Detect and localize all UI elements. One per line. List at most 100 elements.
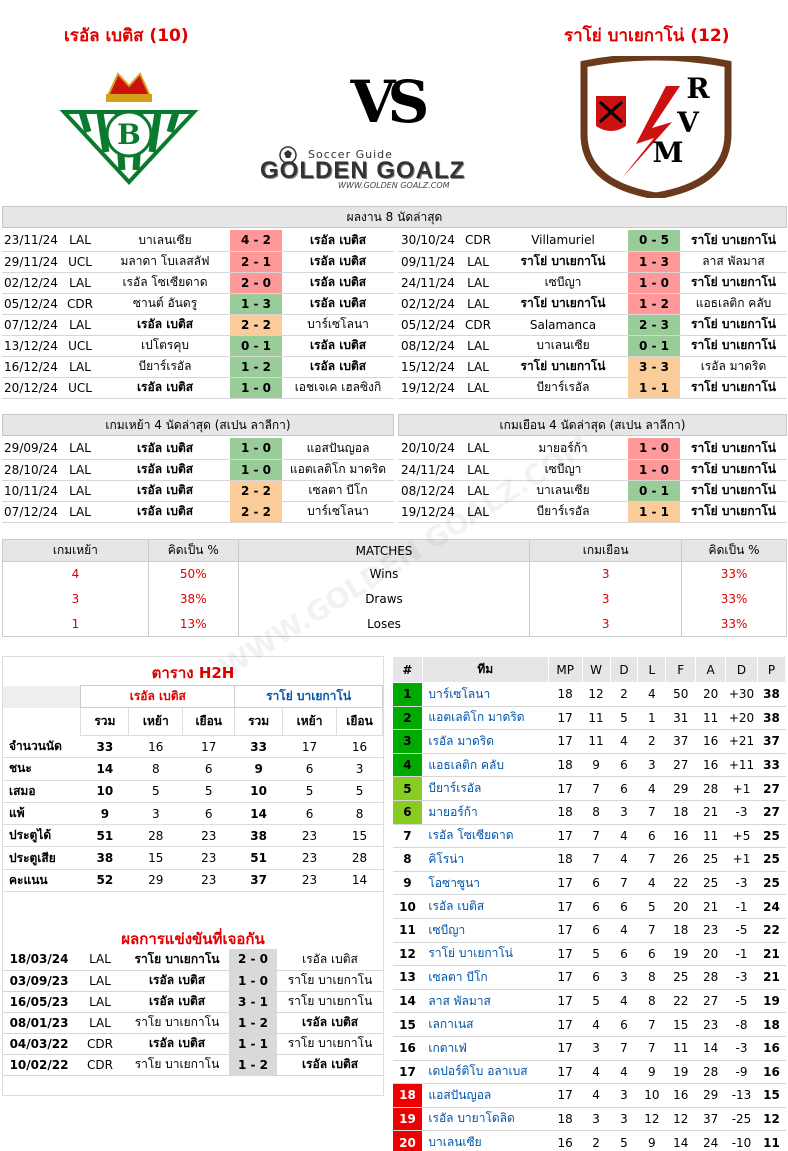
result-row: 02/12/24 LAL เรอัล โซเซียดาด 2 - 0 เรอัล เบต… xyxy=(2,272,394,294)
h2h-value: 33 xyxy=(234,735,283,759)
league-stat: 17 xyxy=(548,894,583,919)
home-team: Villamuriel xyxy=(498,230,628,252)
h2h-value: 8 xyxy=(336,802,383,826)
summary-value: 33% xyxy=(681,586,787,612)
away-team: เรอัล เบติส xyxy=(282,272,394,294)
match-date: 20/10/24 xyxy=(398,438,458,460)
away-team: เอชเจเค เฮลซิงกิ xyxy=(282,377,394,399)
league-position: 1 xyxy=(392,682,423,707)
league-stat: 17 xyxy=(548,1012,583,1037)
result-row: 10/11/24 LAL เรอัล เบติส 2 - 2 เซลตา บีโก xyxy=(2,480,394,502)
league-stat: 10 xyxy=(637,1083,666,1108)
meeting-row: 18/03/24 LAL ราโย บาเยกาโน 2 - 0 เรอัล เบติส xyxy=(3,949,383,971)
league-team[interactable]: แอตเลติโก มาดริด xyxy=(422,706,549,731)
brand-small: Soccer Guide xyxy=(308,148,393,161)
league-team[interactable]: แอสปันญอล xyxy=(422,1083,549,1108)
score: 1 - 2 xyxy=(229,1012,277,1034)
result-row: 07/12/24 LAL เรอัล เบติส 2 - 2 บาร์เซโลนา xyxy=(2,314,394,336)
league-stat: -3 xyxy=(725,965,758,990)
away-team: ราโย บาเยกาโน xyxy=(277,1033,383,1055)
summary-row: 1 13% Loses 3 33% xyxy=(2,611,787,637)
league-stat: +1 xyxy=(725,847,758,872)
league-stat: 17 xyxy=(548,942,583,967)
league-stat: 17 xyxy=(548,729,583,754)
league-position: 10 xyxy=(392,894,423,919)
h2h-subhead: รวม xyxy=(234,707,284,736)
league-team[interactable]: เรอัล โซเซียดาด xyxy=(422,824,549,849)
league-stat: 6 xyxy=(610,942,638,967)
league-row: 8 คิโรน่า 18 7 4 7 26 25 +1 25 xyxy=(392,847,786,872)
league-stat: 21 xyxy=(757,942,786,967)
league-team[interactable]: คิโรน่า xyxy=(422,847,549,872)
league-team[interactable]: เรอัล เบติส xyxy=(422,894,549,919)
away-team: ราโย บาเยกาโน xyxy=(277,970,383,992)
league-team[interactable]: ราโย่ บาเยกาโน่ xyxy=(422,942,549,967)
league-stat: 16 xyxy=(695,729,726,754)
score: 1 - 1 xyxy=(229,1033,277,1055)
h2h-home-name: เรอัล เบติส xyxy=(80,685,236,708)
league-team[interactable]: เรอัล มาดริด xyxy=(422,729,549,754)
league-stat: 9 xyxy=(637,1130,666,1151)
home-team: เรอัล เบติส xyxy=(100,314,230,336)
h2h-label: คะแนน xyxy=(3,869,81,893)
summary-value: 4 xyxy=(2,561,149,587)
league-team[interactable]: บียาร์เรอัล xyxy=(422,776,549,801)
competition: LAL xyxy=(60,438,100,460)
league-stat: 22 xyxy=(665,989,696,1014)
match-date: 10/11/24 xyxy=(2,480,60,502)
h2h-value: 14 xyxy=(234,802,283,826)
league-team[interactable]: เรอัล บายาโดลิด xyxy=(422,1107,549,1132)
league-position: 20 xyxy=(392,1130,423,1151)
score: 1 - 0 xyxy=(230,377,282,399)
league-stat: 18 xyxy=(548,682,583,707)
result-row: 16/12/24 LAL บียาร์เรอัล 1 - 2 เรอัล เบติส xyxy=(2,356,394,378)
competition: LAL xyxy=(458,501,498,523)
meeting-row: 10/02/22 CDR ราโย บาเยกาโน 1 - 2 เรอัล เบติส xyxy=(3,1054,383,1076)
h2h-value: 14 xyxy=(80,757,129,781)
soccer-ball-icon xyxy=(279,146,297,164)
league-team[interactable]: มายอร์ก้า xyxy=(422,800,549,825)
away-crest-letter-r: R xyxy=(686,72,710,105)
league-team[interactable]: เกตาเฟ่ xyxy=(422,1036,549,1061)
match-date: 07/12/24 xyxy=(2,501,60,523)
league-stat: -10 xyxy=(725,1130,758,1151)
away-team: ลาส พัลมาส xyxy=(680,251,787,273)
league-stat: 17 xyxy=(548,1060,583,1085)
home-team: ราโย่ บาเยกาโน่ xyxy=(498,356,628,378)
league-stat: 19 xyxy=(757,989,786,1014)
away-team: เซลตา บีโก xyxy=(282,480,394,502)
match-date: 05/12/24 xyxy=(398,314,458,336)
league-stat: 6 xyxy=(610,776,638,801)
league-stat: 37 xyxy=(757,729,786,754)
league-stat: 22 xyxy=(665,871,696,896)
match-date: 03/09/23 xyxy=(3,970,75,992)
h2h-value: 10 xyxy=(234,780,283,803)
h2h-value: 51 xyxy=(80,824,129,848)
league-stat: 6 xyxy=(637,824,666,849)
league-team[interactable]: เลกาเนส xyxy=(422,1012,549,1037)
league-stat: +11 xyxy=(725,753,758,778)
league-team[interactable]: เซลตา บีโก xyxy=(422,965,549,990)
league-team[interactable]: แอธเลติก คลับ xyxy=(422,753,549,778)
league-position: 3 xyxy=(392,729,423,754)
league-team[interactable]: เดปอร์ติโบ อลาเบส xyxy=(422,1060,549,1085)
score: 0 - 1 xyxy=(628,480,680,502)
competition: UCL xyxy=(60,377,100,399)
league-team[interactable]: บาร์เซโลนา xyxy=(422,682,549,707)
league-position: 18 xyxy=(392,1083,423,1108)
summary-table: เกมเหย้า คิดเป็น % MATCHES เกมเยือน คิดเป็น … xyxy=(2,539,787,637)
league-row: 2 แอตเลติโก มาดริด 17 11 5 1 31 11 +20 38 xyxy=(392,706,786,731)
league-stat: 6 xyxy=(582,871,611,896)
league-team[interactable]: บาเลนเซีย xyxy=(422,1130,549,1151)
league-team[interactable]: โอซาซูนา xyxy=(422,871,549,896)
result-row: 19/12/24 LAL บียาร์เรอัล 1 - 1 ราโย่ บาเยกาโ… xyxy=(398,377,787,399)
league-team[interactable]: ลาส พัลมาส xyxy=(422,989,549,1014)
competition: LAL xyxy=(60,480,100,502)
league-team[interactable]: เซบีญา xyxy=(422,918,549,943)
league-header: # xyxy=(392,656,423,683)
league-stat: 18 xyxy=(548,800,583,825)
league-row: 7 เรอัล โซเซียดาด 17 7 4 6 16 11 +5 25 xyxy=(392,824,786,849)
h2h-value: 17 xyxy=(282,735,337,759)
league-stat: 17 xyxy=(548,871,583,896)
h2h-subhead: เหย้า xyxy=(282,707,338,736)
